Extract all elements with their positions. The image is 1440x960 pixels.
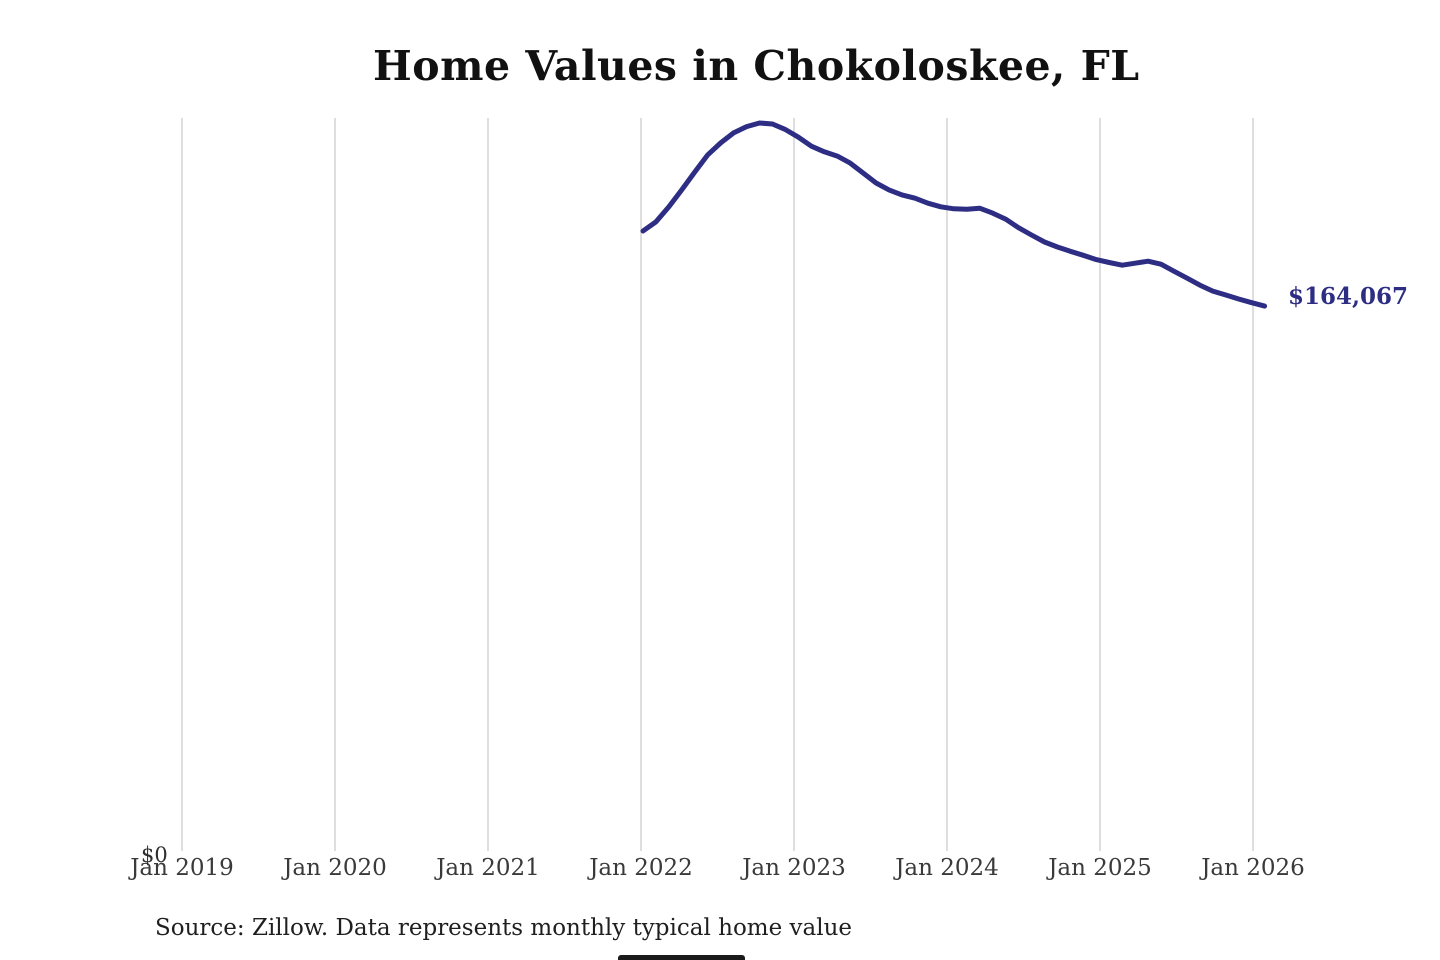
page-title: Home Values in Chokoloskee, FL [373, 42, 1140, 90]
x-axis-label: Jan 2021 [436, 855, 540, 881]
x-axis-label: Jan 2022 [589, 855, 693, 881]
x-axis-label: Jan 2026 [1201, 855, 1305, 881]
x-axis-label: Jan 2019 [130, 855, 234, 881]
x-axis-label: Jan 2025 [1048, 855, 1152, 881]
source-note: Source: Zillow. Data represents monthly … [155, 915, 853, 941]
current-value-label: $164,067 [1288, 283, 1409, 310]
y-axis-zero-label: $0 [141, 843, 168, 867]
x-axis-label: Jan 2024 [895, 855, 999, 881]
partially-visible-bottom-bar [618, 955, 745, 960]
x-axis-label: Jan 2020 [283, 855, 387, 881]
x-axis-label: Jan 2023 [742, 855, 846, 881]
home-value-line [640, 120, 1268, 309]
